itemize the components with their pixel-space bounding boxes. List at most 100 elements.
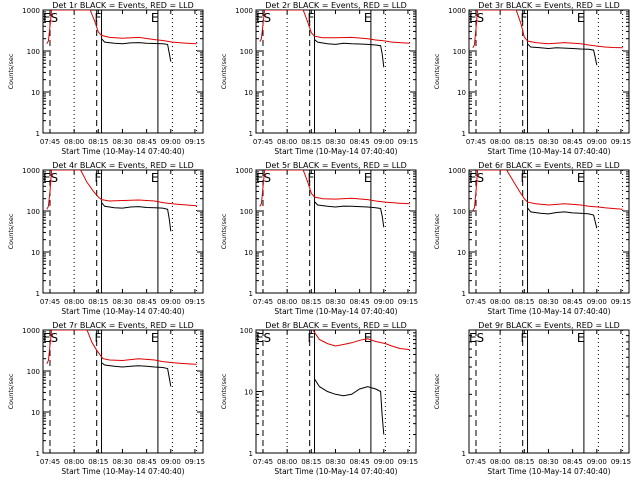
x-tick-label: 08:30 — [538, 458, 558, 466]
x-tick-label: 07:45 — [40, 298, 60, 306]
x-axis-label: Start Time (10-May-14 07:40:40) — [61, 147, 184, 156]
plot-frame — [468, 329, 630, 454]
x-tick-label: 08:30 — [112, 298, 132, 306]
x-tick-label: 07:45 — [466, 138, 486, 146]
y-tick-label: 100 — [27, 48, 40, 56]
x-axis-label: Start Time (10-May-14 07:40:40) — [61, 307, 184, 316]
event-marker-label: E — [364, 171, 372, 185]
plot-frame — [42, 329, 204, 454]
x-tick-label: 09:00 — [587, 298, 607, 306]
x-tick-label: 08:30 — [325, 458, 345, 466]
x-tick-label: 08:00 — [64, 138, 84, 146]
x-tick-label: 09:15 — [611, 298, 631, 306]
chart-panel: Det 1r BLACK = Events, RED = LLD Start Ti… — [7, 1, 205, 156]
x-axis-label: Start Time (10-May-14 07:40:40) — [274, 307, 397, 316]
events-series-line — [527, 207, 598, 229]
chart-title: Det 8r BLACK = Events, RED = LLD — [265, 321, 407, 330]
event-marker-label: F — [521, 11, 528, 25]
y-tick-label: 10 — [244, 89, 253, 97]
x-tick-label: 09:00 — [161, 298, 181, 306]
chart-panel: Det 3r BLACK = Events, RED = LLD Start Ti… — [433, 1, 631, 156]
series-group — [472, 170, 623, 229]
event-marker-label: F — [308, 171, 315, 185]
y-tick-label: 1 — [36, 450, 40, 458]
y-tick-label: 1000 — [22, 167, 40, 175]
x-tick-label: 09:00 — [587, 458, 607, 466]
event-marker-label: E — [364, 331, 372, 345]
x-tick-label: 09:15 — [185, 298, 205, 306]
x-tick-label: 08:15 — [514, 138, 534, 146]
event-marker-label: F — [95, 171, 102, 185]
y-axis-label: Counts/sec — [220, 213, 228, 249]
x-tick-label: 09:15 — [398, 298, 418, 306]
y-axis-label: Counts/sec — [220, 373, 228, 409]
x-tick-label: 08:15 — [301, 298, 321, 306]
event-marker-label: E — [577, 171, 585, 185]
x-tick-label: 08:00 — [277, 298, 297, 306]
x-tick-label: 07:45 — [40, 458, 60, 466]
events-series-line — [314, 201, 385, 228]
y-tick-label: 1 — [462, 130, 466, 138]
x-tick-label: 08:00 — [64, 298, 84, 306]
x-axis-label: Start Time (10-May-14 07:40:40) — [274, 467, 397, 476]
y-tick-label: 1 — [249, 290, 253, 298]
y-tick-label: 10 — [244, 389, 253, 397]
plot-frame — [255, 9, 417, 134]
plot-frame — [468, 9, 630, 134]
event-marker-label: E — [577, 331, 585, 345]
event-marker-label: E — [364, 11, 372, 25]
event-marker-label: F — [308, 331, 315, 345]
x-tick-label: 09:00 — [161, 138, 181, 146]
plot-frame — [255, 169, 417, 294]
x-axis-label: Start Time (10-May-14 07:40:40) — [487, 147, 610, 156]
x-tick-label: 08:30 — [325, 138, 345, 146]
y-tick-label: 100 — [453, 48, 466, 56]
y-tick-label: 10 — [457, 89, 466, 97]
y-tick-label: 1 — [36, 130, 40, 138]
y-tick-label: 100 — [27, 208, 40, 216]
x-tick-label: 08:15 — [301, 458, 321, 466]
event-marker-label: E — [151, 331, 159, 345]
y-tick-label: 10 — [31, 249, 40, 257]
y-tick-label: 100 — [453, 208, 466, 216]
y-tick-label: 1000 — [235, 167, 253, 175]
event-marker-label: F — [95, 11, 102, 25]
x-tick-label: 07:45 — [466, 298, 486, 306]
y-tick-label: 1000 — [448, 167, 466, 175]
series-group — [472, 10, 623, 66]
x-tick-label: 09:00 — [374, 298, 394, 306]
x-tick-label: 08:00 — [490, 138, 510, 146]
events-series-line — [314, 39, 385, 68]
y-tick-label: 1000 — [448, 7, 466, 15]
x-tick-label: 07:45 — [253, 458, 273, 466]
x-tick-label: 08:00 — [277, 458, 297, 466]
x-axis-label: Start Time (10-May-14 07:40:40) — [487, 307, 610, 316]
y-axis-label: Counts/sec — [433, 53, 441, 89]
x-tick-label: 08:45 — [137, 138, 157, 146]
x-tick-label: 08:00 — [64, 458, 84, 466]
y-tick-label: 1 — [36, 290, 40, 298]
y-tick-label: 1000 — [22, 327, 40, 335]
chart-panel: Det 5r BLACK = Events, RED = LLD Start Ti… — [220, 161, 418, 316]
series-group — [312, 330, 410, 435]
x-tick-label: 07:45 — [253, 138, 273, 146]
series-group — [46, 10, 197, 62]
x-tick-label: 08:00 — [490, 458, 510, 466]
y-tick-label: 10 — [244, 249, 253, 257]
plot-frame — [42, 169, 204, 294]
chart-title: Det 3r BLACK = Events, RED = LLD — [478, 1, 620, 10]
event-marker-label: F — [95, 331, 102, 345]
chart-title: Det 1r BLACK = Events, RED = LLD — [52, 1, 194, 10]
series-group — [46, 170, 197, 232]
x-tick-label: 07:45 — [253, 298, 273, 306]
lld-series-line — [46, 330, 197, 365]
y-axis-label: Counts/sec — [433, 373, 441, 409]
x-tick-label: 08:30 — [112, 138, 132, 146]
events-series-line — [101, 38, 172, 62]
series-group — [259, 10, 410, 68]
plot-frame — [255, 329, 417, 454]
event-marker-label: F — [521, 331, 528, 345]
x-tick-label: 08:15 — [514, 458, 534, 466]
y-axis-label: Counts/sec — [220, 53, 228, 89]
